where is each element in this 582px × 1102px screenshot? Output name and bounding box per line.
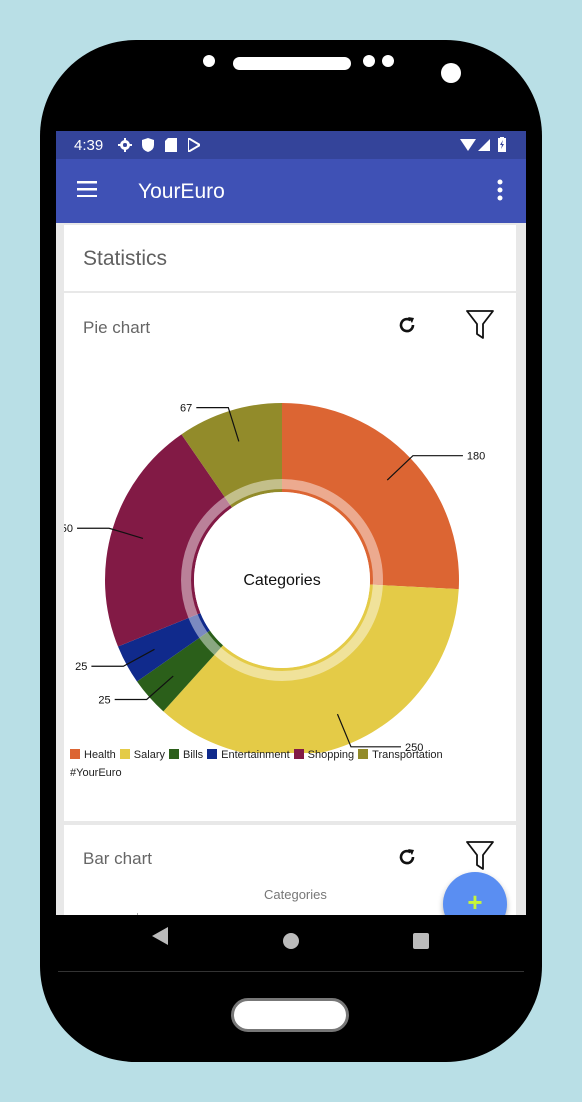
- bar-chart-title: Bar chart: [83, 849, 152, 868]
- pie-leader-line: [196, 407, 240, 442]
- legend-item-shopping: Shopping: [293, 749, 355, 761]
- status-time: 4:39: [74, 137, 104, 154]
- hardware-home-button[interactable]: [231, 998, 349, 1032]
- pie-value-label: 150: [64, 523, 73, 535]
- pie-leader-line: [386, 455, 463, 481]
- legend-item-salary: Salary: [119, 749, 165, 761]
- home-icon[interactable]: [283, 933, 299, 949]
- sensor-dot: [363, 55, 375, 67]
- screen: 4:39: [56, 131, 526, 915]
- status-bar: 4:39: [56, 131, 526, 159]
- bar-chart-card: Bar chart Categories 250 250 250: [64, 825, 516, 915]
- pie-chart-title: Pie chart: [83, 318, 151, 337]
- pie-slice-health[interactable]: [282, 403, 459, 590]
- phone-frame: 4:39: [40, 40, 542, 1062]
- play-store-icon: [188, 138, 200, 152]
- battery-icon: [498, 137, 506, 152]
- pie-value-label: 250: [405, 742, 423, 753]
- bar-chart-heading: Categories: [264, 887, 327, 902]
- plus-icon: +: [467, 887, 483, 915]
- legend-swatch: [358, 749, 369, 759]
- pie-center-label: Categories: [243, 572, 320, 589]
- legend-swatch: [168, 749, 179, 759]
- pie-value-label: 25: [75, 661, 87, 673]
- pie-value-label: 180: [467, 451, 485, 463]
- pie-leader-line: [91, 648, 155, 667]
- legend-swatch: [70, 749, 80, 759]
- navigation-bar: [152, 927, 429, 949]
- filter-icon[interactable]: [466, 841, 494, 871]
- filter-icon[interactable]: [466, 310, 494, 340]
- legend-swatch: [293, 749, 304, 759]
- legend-swatch: [207, 749, 218, 759]
- sensor-dot: [382, 55, 394, 67]
- recents-icon[interactable]: [413, 933, 429, 949]
- legend-item-bills: Bills: [168, 749, 204, 761]
- menu-icon[interactable]: [77, 181, 97, 197]
- legend-label: Transportation: [372, 749, 443, 761]
- back-icon[interactable]: [152, 927, 168, 945]
- pie-ring-highlight: [181, 479, 383, 681]
- pie-legend: Health Salary Bills Entertainment Shopping Tr…: [70, 749, 447, 761]
- pie-leader-line: [114, 675, 174, 701]
- pie-slice-shopping[interactable]: [104, 434, 233, 647]
- refresh-icon[interactable]: [397, 847, 417, 867]
- bezel-divider: [58, 971, 524, 972]
- legend-swatch: [119, 749, 130, 759]
- legend-label: Salary: [133, 749, 165, 761]
- legend-label: Health: [84, 749, 116, 761]
- pie-slice-bills[interactable]: [136, 630, 224, 712]
- pie-slice-salary[interactable]: [163, 584, 459, 753]
- app-title: YourEuro: [138, 180, 225, 203]
- wifi-icon: [460, 139, 476, 151]
- legend-label: Shopping: [307, 749, 355, 761]
- app-bar: YourEuro: [56, 159, 526, 223]
- shield-icon: [142, 138, 154, 152]
- signal-icon: [478, 139, 490, 151]
- statistics-card: Statistics: [64, 225, 516, 291]
- legend-label: Entertainment: [221, 749, 290, 761]
- pie-leader-line: [336, 713, 401, 748]
- sensor-dot: [203, 55, 215, 67]
- pie-chart: Categories 180 250 25 25 150 67: [64, 403, 485, 753]
- speaker-grille: [233, 57, 351, 70]
- page-title: Statistics: [83, 247, 168, 270]
- pie-slice-transportation[interactable]: [181, 403, 282, 508]
- pie-value-label: 67: [180, 403, 192, 415]
- sd-card-icon: [165, 138, 177, 152]
- refresh-icon[interactable]: [397, 315, 417, 335]
- pie-center: [194, 492, 370, 668]
- pie-leader-line: [77, 527, 144, 539]
- overflow-menu-icon[interactable]: [497, 179, 503, 201]
- pie-chart-card: Pie chart Categories 180 250 25 25 150 67 Hea…: [64, 293, 516, 821]
- front-camera: [441, 63, 461, 83]
- settings-icon: [118, 138, 132, 152]
- legend-item-transportation: Transportation: [358, 749, 443, 761]
- legend-item-entertainment: Entertainment: [207, 749, 290, 761]
- legend-item-health: Health: [70, 749, 116, 761]
- pie-slice-entertainment[interactable]: [117, 613, 210, 682]
- legend-label: Bills: [182, 749, 204, 761]
- pie-value-label: 25: [98, 695, 110, 707]
- add-button[interactable]: +: [443, 872, 507, 915]
- pie-description: #YourEuro: [70, 767, 122, 779]
- bar-left-axis: [137, 913, 138, 915]
